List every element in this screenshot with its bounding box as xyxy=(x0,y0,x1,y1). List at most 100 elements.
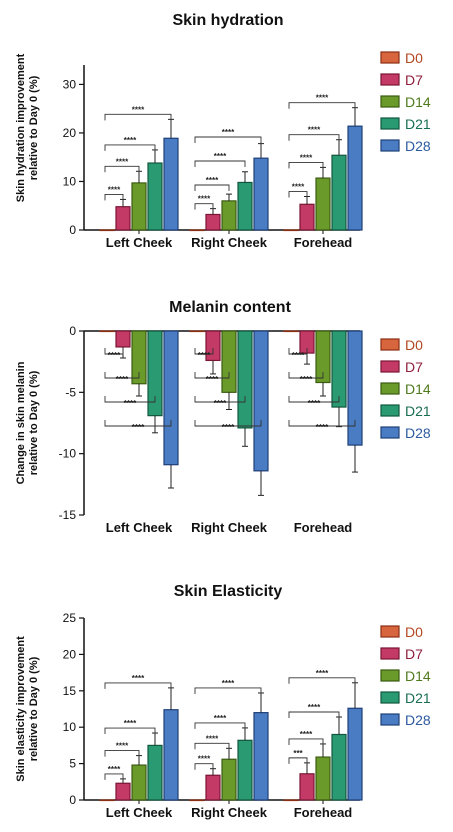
bar-d0 xyxy=(283,229,299,232)
significance-bracket xyxy=(194,742,230,750)
y-axis-label-line-2: relative to Day 0 (%) xyxy=(28,656,40,761)
x-tick-label: Forehead xyxy=(294,520,353,535)
bar-d21 xyxy=(147,330,163,417)
legend-swatch-d14 xyxy=(380,382,400,395)
significance-label: **** xyxy=(222,128,235,137)
significance-label: **** xyxy=(316,669,329,678)
significance-label: **** xyxy=(198,195,211,204)
bar-d28 xyxy=(253,330,269,472)
bar-d0 xyxy=(189,799,205,802)
legend-label-d14: D14 xyxy=(405,668,431,684)
y-tick-label: 25 xyxy=(63,611,77,625)
significance-label: **** xyxy=(292,183,305,192)
significance-label: **** xyxy=(206,176,219,185)
bar-d28 xyxy=(163,709,179,801)
y-tick-label: 0 xyxy=(69,324,76,338)
chart-melanin-content: Melanin content Change in skin melanin r… xyxy=(15,299,431,535)
bar-d28 xyxy=(253,157,269,231)
legend-swatch-d28 xyxy=(380,139,400,152)
bar-d14 xyxy=(131,182,147,231)
bar-d28 xyxy=(347,125,363,231)
legend-swatch-d21 xyxy=(380,117,400,130)
significance-bracket xyxy=(104,682,172,689)
bar-d14 xyxy=(315,756,331,801)
significance-bracket xyxy=(104,396,156,403)
significance-bracket xyxy=(104,348,124,355)
chart-skin-hydration: Skin hydration Skin hydration improvemen… xyxy=(15,12,431,250)
significance-bracket xyxy=(194,348,214,355)
y-tick-label: 10 xyxy=(63,174,77,188)
x-tick-label: Left Cheek xyxy=(106,805,173,820)
bar-d28 xyxy=(347,330,363,446)
significance-bracket xyxy=(288,372,324,379)
legend-label-d0: D0 xyxy=(405,624,423,640)
legend-label-d0: D0 xyxy=(405,50,423,66)
bar-d28 xyxy=(163,137,179,231)
significance-bracket xyxy=(194,160,246,167)
significance-bracket xyxy=(104,165,140,173)
significance-label: *** xyxy=(293,749,303,758)
bar-d14 xyxy=(221,200,237,231)
significance-label: **** xyxy=(116,157,129,166)
bar-d7 xyxy=(205,213,221,231)
significance-bracket xyxy=(194,136,262,143)
significance-bracket xyxy=(194,722,246,729)
significance-bracket xyxy=(104,727,156,735)
legend-label-d28: D28 xyxy=(405,712,431,728)
bar-d0 xyxy=(99,799,115,802)
legend-swatch-d0 xyxy=(380,338,400,351)
bar-d21 xyxy=(237,330,253,429)
bar-d0 xyxy=(99,229,115,232)
y-axis-label-line-2: relative to Day 0 (%) xyxy=(28,370,40,475)
bar-d7 xyxy=(299,203,315,231)
legend-swatch-d7 xyxy=(380,73,400,86)
significance-label: **** xyxy=(316,423,329,432)
legend-label-d0: D0 xyxy=(405,337,423,353)
y-tick-label: -5 xyxy=(65,385,76,399)
significance-bracket xyxy=(288,348,308,355)
significance-bracket xyxy=(288,738,324,745)
significance-label: **** xyxy=(108,765,121,774)
bar-d21 xyxy=(147,162,163,231)
chart-title: Skin Elasticity xyxy=(174,583,283,600)
significance-label: **** xyxy=(316,94,329,103)
significance-label: **** xyxy=(124,399,137,408)
chart-title: Skin hydration xyxy=(172,12,283,29)
legend-swatch-d21 xyxy=(380,691,400,704)
legend-swatch-d0 xyxy=(380,625,400,638)
bar-d21 xyxy=(331,330,347,408)
significance-bracket xyxy=(194,763,214,770)
bar-d14 xyxy=(315,177,331,231)
bar-d14 xyxy=(131,764,147,801)
x-tick-label: Left Cheek xyxy=(106,520,173,535)
legend-swatch-d0 xyxy=(380,51,400,64)
significance-label: **** xyxy=(308,126,321,135)
legend-swatch-d7 xyxy=(380,647,400,660)
legend-label-d7: D7 xyxy=(405,72,423,88)
legend-label-d7: D7 xyxy=(405,646,423,662)
significance-label: **** xyxy=(124,719,137,728)
bar-d21 xyxy=(331,733,347,801)
legend-label-d28: D28 xyxy=(405,138,431,154)
legend-label-d21: D21 xyxy=(405,403,431,419)
legend-label-d28: D28 xyxy=(405,425,431,441)
legend-swatch-d28 xyxy=(380,426,400,439)
bar-d21 xyxy=(237,739,253,801)
x-tick-label: Forehead xyxy=(294,805,353,820)
y-tick-label: 20 xyxy=(63,126,77,140)
significance-bracket xyxy=(104,750,140,757)
significance-label: **** xyxy=(308,399,321,408)
legend-swatch-d28 xyxy=(380,713,400,726)
bar-d21 xyxy=(237,181,253,231)
significance-bracket xyxy=(104,773,124,780)
significance-bracket xyxy=(194,184,230,191)
chart-title: Melanin content xyxy=(169,299,291,316)
significance-bracket xyxy=(288,161,324,169)
significance-label: **** xyxy=(214,152,227,161)
significance-bracket xyxy=(104,193,124,201)
bar-d28 xyxy=(163,330,179,466)
bar-d21 xyxy=(147,744,163,801)
significance-bracket xyxy=(194,372,230,379)
